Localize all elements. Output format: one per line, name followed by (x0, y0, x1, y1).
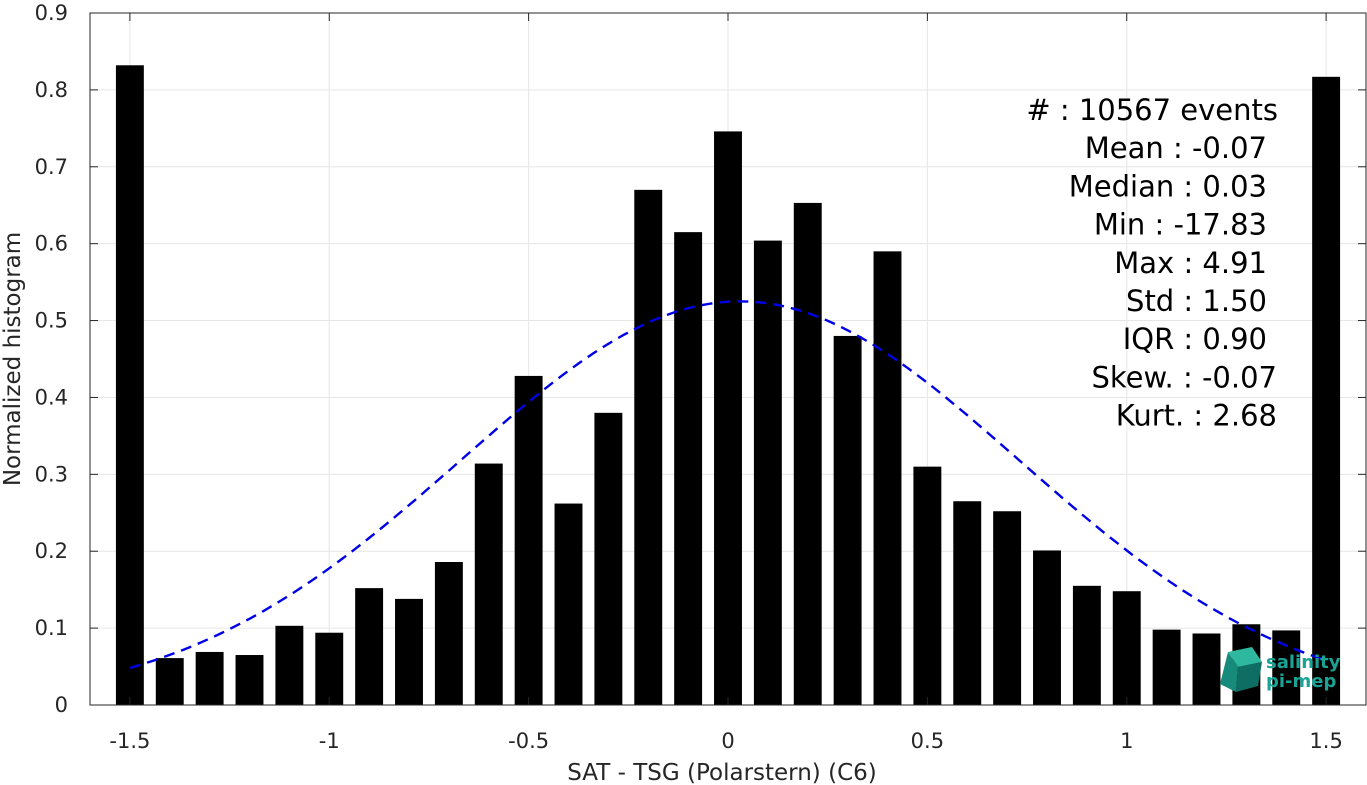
bar-12 (594, 412, 623, 705)
y-tick-label-2: 0.2 (35, 539, 68, 563)
stat-line-5: Std : 1.50 (1126, 284, 1267, 318)
bar-5 (315, 632, 344, 705)
bar-23 (1033, 550, 1061, 705)
bar-7 (395, 598, 423, 705)
bar-16 (753, 240, 782, 705)
stat-line-3: Min : -17.83 (1094, 208, 1267, 242)
bar-26 (1152, 629, 1181, 705)
bar-17 (793, 202, 822, 705)
stat-line-1: Mean : -0.07 (1085, 131, 1267, 165)
x-tick-label-0: -1.5 (109, 729, 150, 753)
y-tick-label-5: 0.5 (35, 309, 68, 333)
logo-text-line1: salinity (1266, 652, 1341, 673)
x-axis-label: SAT - TSG (Polarstern) (C6) (567, 760, 876, 785)
logo-text-line2: pi-mep (1266, 671, 1336, 692)
y-tick-label-8: 0.8 (35, 78, 68, 102)
bar-3 (235, 655, 264, 705)
stat-line-6: IQR : 0.90 (1123, 322, 1267, 356)
statistics-annotation: # : 10567 events Mean : -0.07 Median : 0.0… (1026, 93, 1278, 433)
x-tick-label-4: 0.5 (911, 729, 944, 753)
stat-line-2: Median : 0.03 (1069, 169, 1267, 203)
bar-2 (195, 651, 224, 705)
stat-line-4: Max : 4.91 (1114, 246, 1267, 280)
y-tick-label-4: 0.4 (35, 385, 68, 409)
bar-24 (1072, 585, 1101, 705)
bar-6 (355, 588, 384, 705)
y-tick-label-3: 0.3 (35, 462, 68, 486)
cube-logo-icon (1220, 647, 1262, 692)
bar-11 (554, 503, 583, 705)
bar-13 (634, 189, 663, 705)
bar-15 (714, 131, 742, 706)
normal-fit-curve (129, 300, 1327, 670)
x-tick-label-6: 1.5 (1309, 729, 1342, 753)
bar-1 (155, 658, 184, 705)
bar-9 (474, 463, 503, 705)
bar-22 (993, 511, 1022, 705)
y-tick-label-6: 0.6 (35, 232, 68, 256)
y-axis-label: Normalized histogram (0, 232, 26, 486)
bar-0 (115, 65, 144, 706)
bar-30 (1312, 76, 1341, 706)
histogram-bars (115, 65, 1341, 706)
bar-27 (1192, 633, 1221, 705)
x-tick-label-5: 1 (1120, 729, 1133, 753)
stat-line-8: Kurt. : 2.68 (1116, 399, 1277, 433)
bar-25 (1112, 591, 1141, 705)
y-tick-label-0: 0 (55, 693, 68, 717)
bar-20 (913, 466, 942, 705)
y-tick-label-9: 0.9 (35, 1, 68, 25)
stat-line-7: Skew. : -0.07 (1091, 360, 1277, 394)
x-tick-label-2: -0.5 (508, 729, 549, 753)
salinity-pimep-logo: salinity pi-mep (1220, 647, 1341, 692)
bar-18 (833, 335, 862, 705)
y-tick-label-1: 0.1 (35, 616, 68, 640)
bar-14 (674, 232, 703, 705)
stat-line-0: # : 10567 events (1026, 93, 1278, 127)
bar-4 (275, 625, 304, 705)
x-tick-label-3: 0 (721, 729, 734, 753)
bar-21 (953, 501, 982, 705)
y-axis-ticks: 0 0.1 0.2 0.3 0.4 0.5 0.6 0.7 0.8 0.9 (35, 1, 1366, 717)
bar-10 (514, 375, 543, 705)
x-tick-label-1: -1 (319, 729, 340, 753)
y-tick-label-7: 0.7 (35, 155, 68, 179)
bar-8 (434, 561, 463, 705)
bar-29 (1272, 630, 1301, 705)
x-axis-ticks: -1.5 -1 -0.5 0 0.5 1 1.5 (109, 13, 1343, 753)
bar-19 (873, 251, 902, 705)
